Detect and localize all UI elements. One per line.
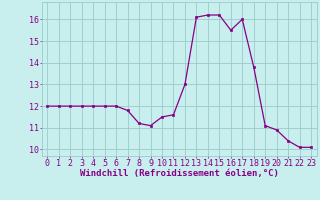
X-axis label: Windchill (Refroidissement éolien,°C): Windchill (Refroidissement éolien,°C) <box>80 169 279 178</box>
